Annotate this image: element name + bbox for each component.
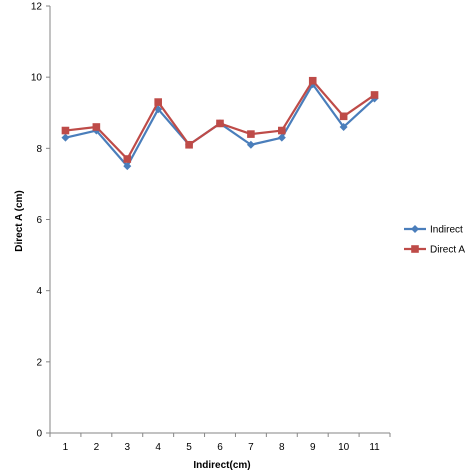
x-axis-title: Indirect(cm) [193,460,250,471]
data-point [216,119,224,128]
series-direct-a [61,76,379,163]
data-point [154,98,162,106]
x-tick-label: 9 [310,442,316,453]
legend-entry: Direct A [404,245,465,256]
legend: Indirect Direct A [404,225,465,256]
x-tick-label: 10 [338,442,350,453]
legend-marker [411,245,419,253]
y-axis-title: Direct A (cm) [14,190,25,252]
data-point [92,123,101,131]
y-tick-label: 12 [31,2,43,13]
x-tick-label: 11 [369,442,380,453]
data-point [247,130,255,138]
data-point [339,112,348,121]
data-point [339,122,348,131]
series-layer [61,76,379,171]
y-tick-label: 8 [36,144,42,155]
x-tick-label: 6 [217,442,223,453]
legend-label: Direct A [430,245,465,256]
data-point [61,133,70,142]
x-tick-label: 1 [63,442,69,453]
y-tick-label: 6 [36,215,42,226]
legend-marker [411,225,419,233]
x-tick-label: 3 [124,442,130,453]
data-point [246,140,255,149]
y-tick-label: 0 [36,429,42,440]
x-axis: 1 2 3 4 5 6 7 8 9 10 11 [49,432,391,453]
y-tick-label: 2 [36,357,42,368]
data-point [277,133,286,142]
data-point [185,140,193,149]
legend-entry: Indirect [404,225,463,236]
legend-label: Indirect [430,225,463,236]
y-tick-label: 4 [36,286,42,297]
x-tick-label: 7 [248,442,254,453]
y-tick-label: 10 [31,73,43,84]
data-point [370,91,379,99]
data-point [123,162,132,171]
data-point [308,76,317,85]
y-axis: 0 2 4 6 8 10 12 [31,2,51,440]
data-point [61,126,70,135]
data-point [278,126,286,135]
x-tick-label: 5 [186,442,192,453]
x-tick-label: 2 [94,442,100,453]
data-point [123,155,132,163]
x-tick-label: 4 [155,442,161,453]
x-tick-label: 8 [279,442,285,453]
